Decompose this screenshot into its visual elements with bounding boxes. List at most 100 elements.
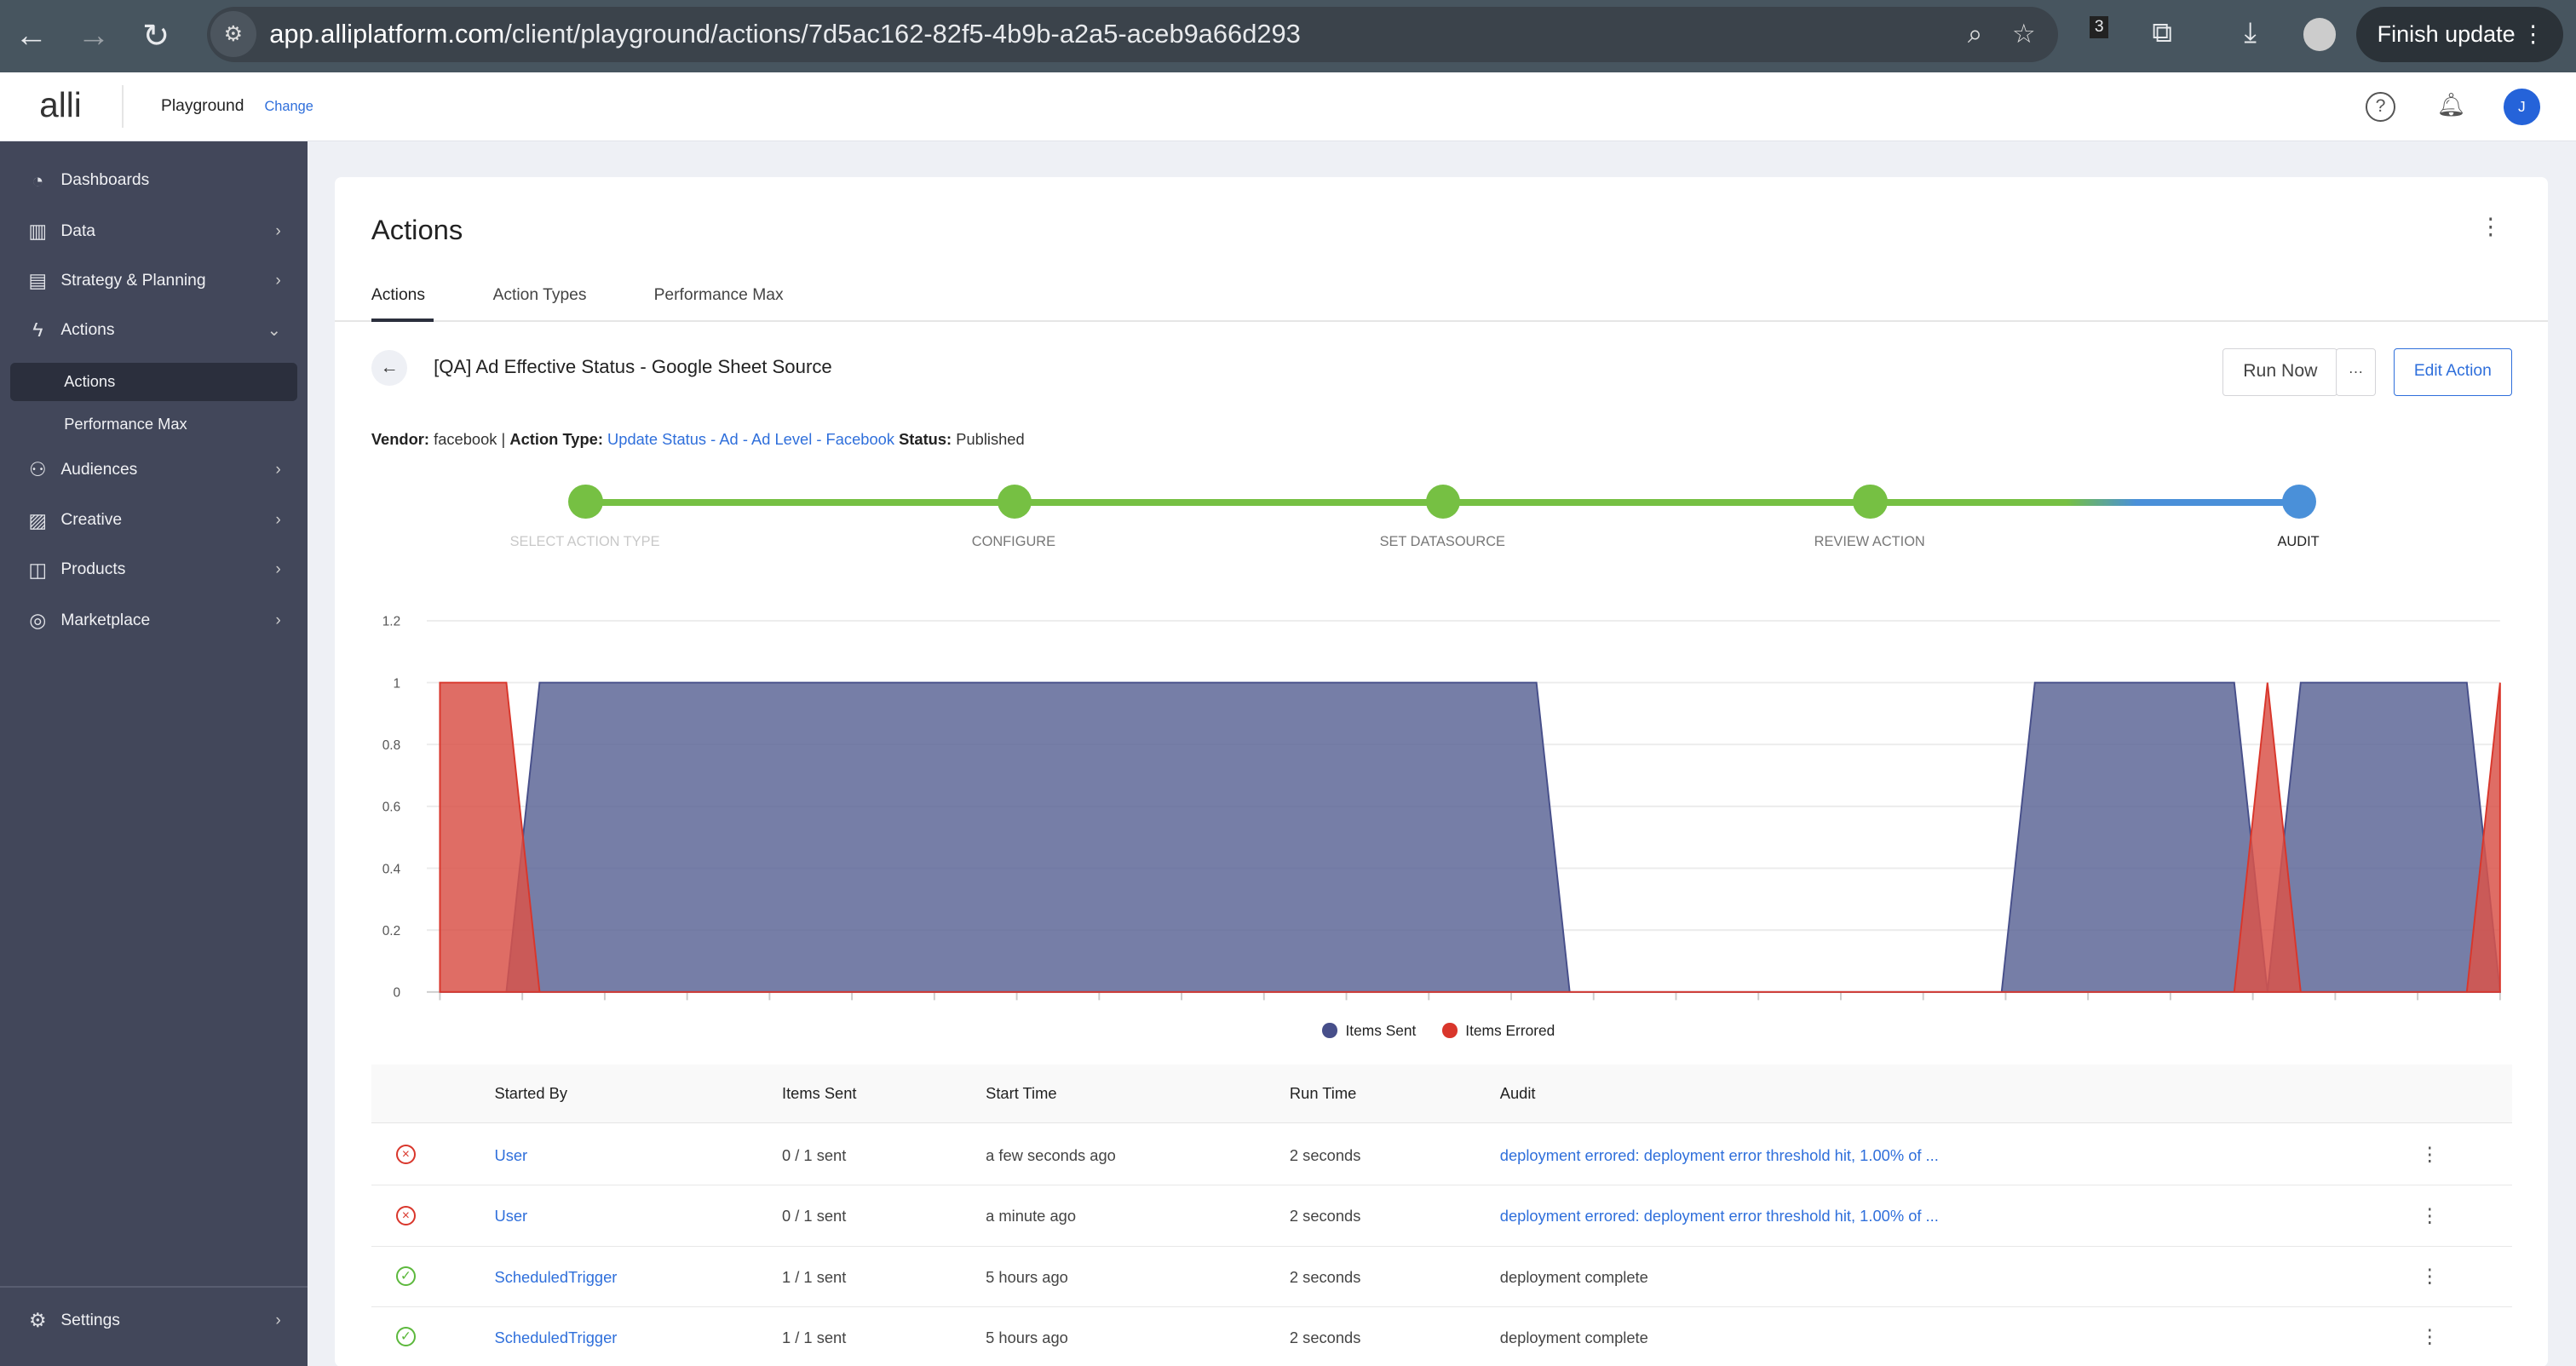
chevron-icon: ⌄ [267,321,281,340]
sidebar-item-label: Strategy & Planning [60,271,206,290]
extension-badge[interactable]: 3 [2090,16,2109,39]
legend-label: Items Errored [1465,1021,1555,1039]
step-dot[interactable] [997,484,1032,519]
step-dot[interactable] [1425,484,1461,519]
row-menu-icon[interactable]: ⋮ [2419,1264,2440,1287]
cell-started-by[interactable]: ScheduledTrigger [494,1267,618,1286]
sidebar-item-label: Creative [60,511,123,530]
sidebar-item-label: Dashboards [60,171,150,190]
row-menu-icon[interactable]: ⋮ [2419,1143,2440,1166]
chevron-icon: › [275,511,281,530]
tab-performance-max[interactable]: Performance Max [653,285,784,304]
user-avatar[interactable]: J [2504,89,2540,125]
table-row[interactable]: × User 0 / 1 sent a few seconds ago 2 second… [371,1125,2512,1186]
cell-start: 5 hours ago [986,1267,1068,1286]
table-row[interactable]: × User 0 / 1 sent a minute ago 2 seconds depl… [371,1185,2512,1247]
sidebar-item-label: Settings [60,1311,120,1329]
site-settings-icon[interactable]: ⚙ [210,11,256,58]
step-dot[interactable] [1853,484,1888,519]
cell-items: 1 / 1 sent [781,1329,847,1347]
lightning-icon: ϟ [32,319,43,342]
legend-items-errored[interactable]: Items Errored [1442,1022,1555,1040]
extensions-icon[interactable]: ⧉ [2152,16,2172,49]
check-circle-icon: ✓ [395,1327,416,1347]
gear-icon: ⚙ [28,1309,47,1332]
sidebar-item-settings[interactable]: ⚙ Settings › [0,1300,308,1340]
col-items-sent[interactable]: Items Sent [781,1083,857,1102]
action-type-link[interactable]: Update Status - Ad - Ad Level - Facebook [607,430,894,449]
users-icon: ⚇ [28,458,47,481]
row-menu-icon[interactable]: ⋮ [2419,1325,2440,1348]
divider [121,85,124,129]
address-bar[interactable]: ⚙ app.alliplatform.com/client/playground… [206,6,2059,63]
cell-items: 1 / 1 sent [781,1267,847,1286]
y-tick-label: 0 [394,986,401,1001]
step-dot[interactable] [2281,484,2317,519]
col-start-time[interactable]: Start Time [986,1083,1057,1102]
divider [0,1286,308,1288]
reload-icon[interactable]: ↻ [142,17,170,55]
legend-items-sent[interactable]: Items Sent [1322,1022,1416,1040]
step-dot[interactable] [568,484,603,519]
download-icon[interactable]: ⤓ [2244,16,2257,49]
clipboard-icon: ▤ [28,269,48,292]
back-button[interactable]: ← [371,349,408,387]
cell-items: 0 / 1 sent [781,1146,847,1165]
step-connector [2067,499,2299,506]
step-label: SET DATASOURCE [1379,533,1505,549]
help-icon[interactable]: ? [2366,91,2395,122]
cell-started-by[interactable]: ScheduledTrigger [494,1329,618,1347]
sidebar-item-marketplace[interactable]: ◎ Marketplace › [0,601,308,640]
sidebar-item-strategy-planning[interactable]: ▤ Strategy & Planning › [0,261,308,301]
url-path: /client/playground/actions/7d5ac162-82f5… [504,19,1301,49]
tab-divider [335,320,2549,322]
separator: | [501,430,506,449]
cell-run: 2 seconds [1289,1329,1361,1347]
sidebar-item-creative[interactable]: ▨ Creative › [0,501,308,540]
back-icon[interactable]: ← [14,17,48,55]
forward-icon[interactable]: → [77,17,111,55]
col-started-by[interactable]: Started By [494,1083,567,1102]
chevron-icon: › [275,611,281,629]
browser-toolbar: ← → ↻ ⚙ app.alliplatform.com/client/play… [0,0,2576,72]
sidebar-item-data[interactable]: ▥ Data › [0,212,308,251]
cell-audit[interactable]: deployment errored: deployment error thr… [1499,1146,1939,1165]
table-row[interactable]: ✓ ScheduledTrigger 1 / 1 sent 5 hours ago 2 … [371,1247,2512,1308]
zoom-icon[interactable]: ⌕ [1967,18,1983,49]
run-now-button[interactable]: Run Now [2222,347,2338,396]
y-tick-label: 1.2 [382,615,400,629]
table-row[interactable]: ✓ ScheduledTrigger 1 / 1 sent 5 hours ago 2 … [371,1307,2512,1366]
cell-run: 2 seconds [1289,1207,1361,1225]
finish-update-button[interactable]: Finish update ⋮ [2355,6,2563,63]
col-run-time[interactable]: Run Time [1289,1083,1357,1102]
cell-audit[interactable]: deployment errored: deployment error thr… [1499,1207,1939,1225]
tab-actions[interactable]: Actions [371,285,426,304]
edit-action-button[interactable]: Edit Action [2393,347,2512,396]
cell-start: a few seconds ago [986,1146,1116,1165]
sidebar-item-products[interactable]: ◫ Products › [0,550,308,589]
cell-started-by[interactable]: User [494,1146,528,1165]
bookmark-star-icon[interactable]: ☆ [2011,18,2036,49]
image-icon: ▨ [28,508,48,531]
page-menu-icon[interactable]: ⋮ [2479,213,2503,239]
logo[interactable]: alli [39,85,82,125]
tab-action-types[interactable]: Action Types [492,285,587,304]
sidebar-subitem-actions[interactable]: Actions [9,363,298,401]
app-header: alli Playground Change ? 🔔︎ J [0,72,2576,141]
col-audit[interactable]: Audit [1499,1083,1536,1102]
bar-chart-icon: ▥ [28,220,48,243]
cell-start: 5 hours ago [986,1329,1068,1347]
sidebar-subitem-performance-max[interactable]: Performance Max [64,415,187,433]
bell-icon[interactable]: 🔔︎ [2436,91,2466,118]
cell-started-by[interactable]: User [494,1207,528,1225]
sidebar-item-label: Audiences [60,460,138,479]
chevron-icon: › [275,221,281,240]
chevron-icon: › [275,1311,281,1329]
sidebar-item-audiences[interactable]: ⚇ Audiences › [0,450,308,489]
sidebar-item-dashboards[interactable]: ◔ Dashboards [0,161,308,200]
change-workspace-link[interactable]: Change [264,98,313,114]
row-menu-icon[interactable]: ⋮ [2419,1203,2440,1226]
sidebar-item-actions[interactable]: ϟ Actions ⌄ [0,310,308,349]
run-more-button[interactable]: ··· [2336,347,2376,396]
profile-avatar[interactable] [2303,18,2337,51]
